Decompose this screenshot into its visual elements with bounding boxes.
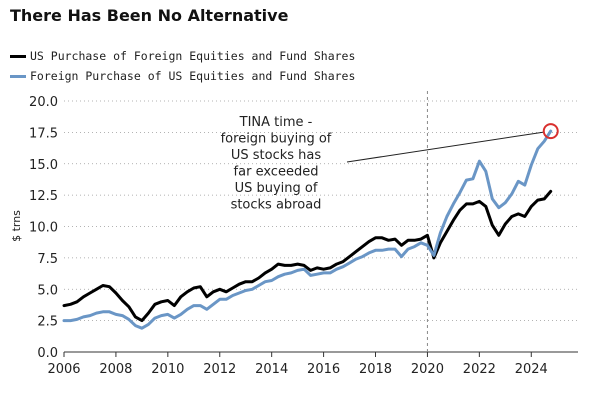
y-tick-label-5: 12.5 xyxy=(29,189,58,204)
legend-label-us-purchase: US Purchase of Foreign Equities and Fund… xyxy=(30,49,356,63)
y-tick-label-6: 15.0 xyxy=(29,158,58,173)
legend: US Purchase of Foreign Equities and Fund… xyxy=(10,46,355,86)
chart-title: There Has Been No Alternative xyxy=(10,6,289,25)
x-tick-label-8: 2022 xyxy=(463,362,496,377)
y-tick-label-1: 2.5 xyxy=(37,315,58,330)
annotation-leader-line xyxy=(346,131,544,163)
x-tick-label-5: 2016 xyxy=(307,362,340,377)
annotation-text-line-3: far exceeded xyxy=(234,165,319,180)
x-tick-label-3: 2012 xyxy=(203,362,236,377)
y-tick-label-4: 10.0 xyxy=(29,221,58,236)
y-tick-label-0: 0.0 xyxy=(37,346,58,361)
x-tick-label-2: 2010 xyxy=(151,362,184,377)
annotation-text-line-5: stocks abroad xyxy=(231,198,322,213)
annotation-text-line-2: US stocks has xyxy=(231,148,322,163)
series-line-1 xyxy=(62,129,553,330)
y-tick-label-7: 17.5 xyxy=(29,126,58,141)
annotation-text-line-1: foreign buying of xyxy=(221,132,332,147)
annotation-text-line-4: US buying of xyxy=(235,181,318,196)
x-tick-label-7: 2020 xyxy=(411,362,444,377)
x-tick-label-9: 2024 xyxy=(515,362,548,377)
y-tick-label-2: 5.0 xyxy=(37,283,58,298)
x-tick-label-1: 2008 xyxy=(99,362,132,377)
annotation-text-line-0: TINA time - xyxy=(239,115,313,130)
y-axis-label: $ trns xyxy=(10,210,23,242)
y-tick-label-3: 7.5 xyxy=(37,252,58,267)
legend-item-us-purchase: US Purchase of Foreign Equities and Fund… xyxy=(10,46,355,66)
legend-swatch-foreign-purchase xyxy=(10,74,26,78)
y-tick-label-8: 20.0 xyxy=(29,95,58,110)
legend-item-foreign-purchase: Foreign Purchase of US Equities and Fund… xyxy=(10,66,355,86)
series-line-0 xyxy=(62,189,553,323)
x-tick-label-4: 2014 xyxy=(255,362,288,377)
annotation-circle xyxy=(542,123,559,140)
legend-label-foreign-purchase: Foreign Purchase of US Equities and Fund… xyxy=(30,69,356,83)
legend-swatch-us-purchase xyxy=(10,54,26,58)
x-tick-label-0: 2006 xyxy=(47,362,80,377)
x-tick-label-6: 2018 xyxy=(359,362,392,377)
